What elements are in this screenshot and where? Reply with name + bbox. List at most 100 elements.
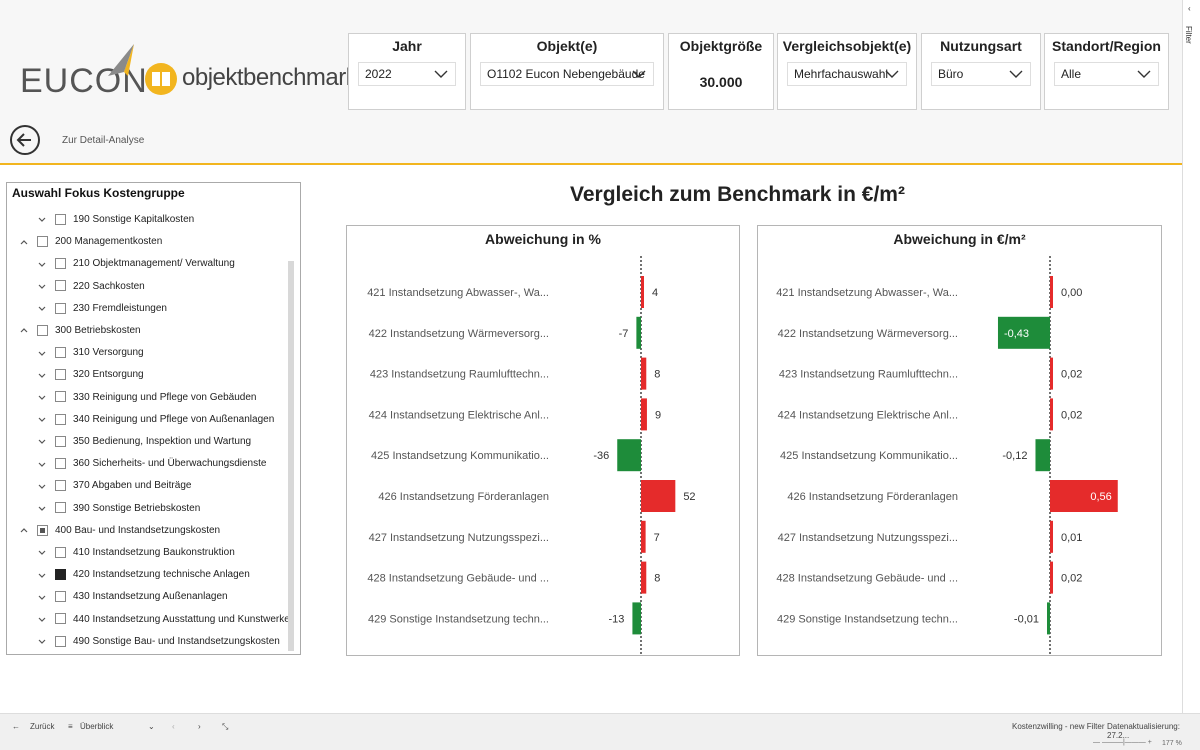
tree-checkbox[interactable] <box>55 480 66 492</box>
tree-checkbox[interactable] <box>55 435 66 447</box>
tree-item[interactable]: 490 Sonstige Bau- und Instandsetzungskos… <box>37 632 280 652</box>
tree-item[interactable]: 220 Sachkosten <box>37 277 145 297</box>
chevron-down-icon[interactable] <box>37 459 47 469</box>
bar[interactable] <box>1050 561 1053 594</box>
page-select[interactable]: Überblick <box>80 722 114 731</box>
tree-checkbox[interactable] <box>55 635 66 647</box>
tree-item[interactable]: 210 Objektmanagement/ Verwaltung <box>37 254 235 274</box>
tree-item[interactable]: 200 Managementkosten <box>19 232 162 252</box>
bar[interactable] <box>641 276 644 308</box>
tree-checkbox[interactable] <box>55 458 66 470</box>
tree-item[interactable]: 310 Versorgung <box>37 343 144 363</box>
zoom-slider[interactable]: — ———|——— + <box>1093 739 1152 746</box>
chevron-down-icon[interactable] <box>37 436 47 446</box>
region-select[interactable]: Alle <box>1054 62 1159 86</box>
tree-checkbox[interactable] <box>55 413 66 425</box>
tree-item[interactable]: 430 Instandsetzung Außenanlagen <box>37 587 228 607</box>
chevron-down-icon[interactable] <box>37 592 47 602</box>
tree-item-label: 230 Fremdleistungen <box>73 302 167 314</box>
tree-item[interactable]: 420 Instandsetzung technische Anlagen <box>37 565 250 585</box>
tree-checkbox[interactable] <box>55 591 66 603</box>
tree-checkbox[interactable] <box>55 213 66 225</box>
chevron-down-icon[interactable] <box>37 259 47 269</box>
usage-select[interactable]: Büro <box>931 62 1031 86</box>
chevron-down-icon[interactable] <box>37 547 47 557</box>
tree-checkbox[interactable] <box>55 569 66 581</box>
back-button[interactable] <box>10 125 40 155</box>
object-select[interactable]: O1102 Eucon Nebengebäude <box>480 62 654 86</box>
nav-back-button[interactable]: Zurück <box>30 722 55 731</box>
chevron-down-icon[interactable] <box>37 481 47 491</box>
chevron-down-icon[interactable] <box>37 414 47 424</box>
tree-checkbox[interactable] <box>55 546 66 558</box>
tree-item[interactable]: 410 Instandsetzung Baukonstruktion <box>37 543 235 563</box>
bar[interactable] <box>997 316 1050 349</box>
bar[interactable] <box>636 316 641 349</box>
chevron-down-icon[interactable] <box>37 570 47 580</box>
chevron-up-icon[interactable] <box>19 325 29 335</box>
bar[interactable] <box>1035 439 1050 472</box>
bar[interactable] <box>1050 357 1053 390</box>
tree-item[interactable]: 300 Betriebskosten <box>19 321 141 341</box>
tree-item[interactable]: 400 Bau- und Instandsetzungskosten <box>19 521 220 541</box>
page-list-icon[interactable]: ≡ <box>68 722 73 731</box>
tree-item[interactable]: 360 Sicherheits- und Überwachungsdienste <box>37 454 266 474</box>
tree-item[interactable]: 390 Sonstige Betriebskosten <box>37 499 200 519</box>
tree-item[interactable]: 330 Reinigung und Pflege von Gebäuden <box>37 388 256 408</box>
chevron-down-icon[interactable] <box>37 281 47 291</box>
tree-checkbox[interactable] <box>55 347 66 359</box>
chevron-down-icon[interactable] <box>37 503 47 513</box>
chevron-down-icon[interactable] <box>37 370 47 380</box>
bar[interactable] <box>641 561 647 594</box>
fullscreen-icon[interactable]: ⤡ <box>222 722 229 731</box>
year-select[interactable]: 2022 <box>358 62 456 86</box>
bar[interactable] <box>1050 480 1118 512</box>
chevron-down-icon[interactable] <box>37 636 47 646</box>
tree-checkbox[interactable] <box>37 524 48 536</box>
tree-item[interactable]: 350 Bedienung, Inspektion und Wartung <box>37 432 251 452</box>
tree-scrollbar[interactable] <box>288 261 294 651</box>
compare-select[interactable]: Mehrfachauswahl <box>787 62 907 86</box>
bar[interactable] <box>641 357 647 390</box>
chevron-down-icon[interactable] <box>37 614 47 624</box>
tree-item[interactable]: 340 Reinigung und Pflege von Außenanlage… <box>37 410 274 430</box>
tree-checkbox[interactable] <box>55 391 66 403</box>
next-page-icon[interactable]: › <box>198 722 201 731</box>
bar[interactable] <box>1050 398 1053 431</box>
tree-checkbox[interactable] <box>55 302 66 314</box>
bar[interactable] <box>1050 276 1053 308</box>
bar[interactable] <box>641 398 647 431</box>
chevron-up-icon[interactable] <box>19 525 29 535</box>
back-arrow-icon[interactable]: ← <box>12 722 20 731</box>
chevron-down-icon[interactable] <box>37 214 47 224</box>
tree-item[interactable]: 440 Instandsetzung Ausstattung und Kunst… <box>37 610 290 630</box>
tree-checkbox[interactable] <box>37 324 48 336</box>
chevron-left-icon[interactable]: ‹ <box>1188 4 1191 13</box>
chevron-down-icon[interactable] <box>37 303 47 313</box>
tree-checkbox[interactable] <box>37 236 48 248</box>
chevron-down-icon[interactable] <box>37 348 47 358</box>
tree-item[interactable]: 190 Sonstige Kapitalkosten <box>37 210 194 230</box>
bar[interactable] <box>632 602 641 635</box>
bar[interactable] <box>1050 520 1053 553</box>
detail-analysis-link[interactable]: Zur Detail-Analyse <box>62 135 145 146</box>
tree-checkbox[interactable] <box>55 280 66 292</box>
bar[interactable] <box>641 520 646 553</box>
data-label: -7 <box>619 328 629 340</box>
tree-checkbox[interactable] <box>55 369 66 381</box>
bar[interactable] <box>641 480 676 512</box>
filter-pane-strip[interactable]: ‹ Filter <box>1182 0 1200 713</box>
bar[interactable] <box>1047 602 1050 635</box>
bar[interactable] <box>617 439 641 472</box>
tree-checkbox[interactable] <box>55 258 66 270</box>
chevron-down-icon[interactable] <box>37 392 47 402</box>
chevron-up-icon[interactable] <box>19 237 29 247</box>
tree-item[interactable]: 370 Abgaben und Beiträge <box>37 476 191 496</box>
tree-checkbox[interactable] <box>55 502 66 514</box>
tree-checkbox[interactable] <box>55 613 66 625</box>
tree-item[interactable]: 320 Entsorgung <box>37 365 144 385</box>
tree-item[interactable]: 230 Fremdleistungen <box>37 299 167 319</box>
data-label: 0,56 <box>1090 491 1111 503</box>
page-chevron-icon[interactable]: ⌄ <box>148 722 155 731</box>
prev-page-icon[interactable]: ‹ <box>172 722 175 731</box>
